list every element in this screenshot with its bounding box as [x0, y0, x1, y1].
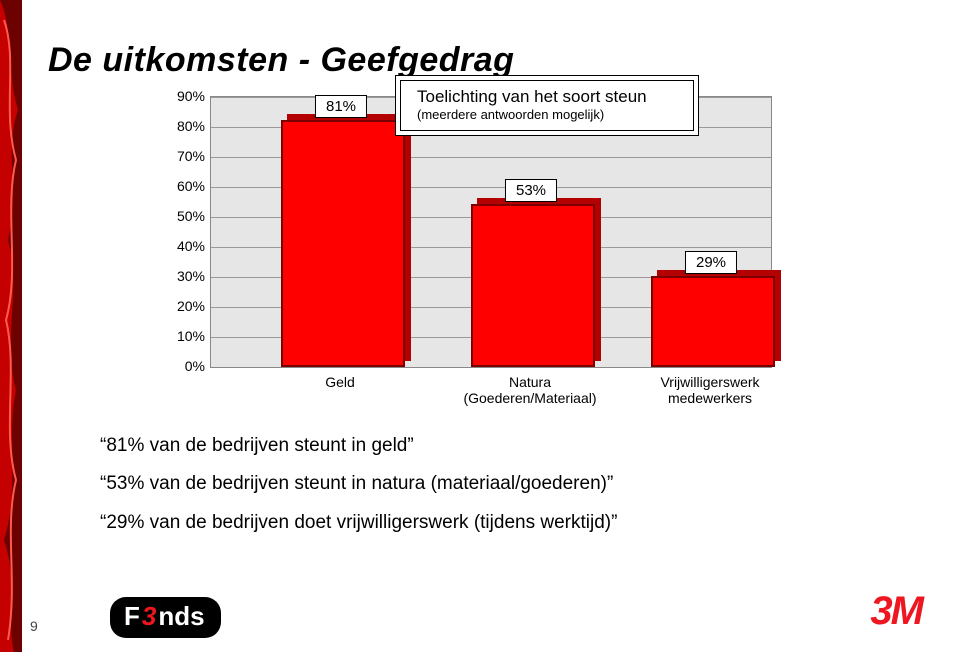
- y-tick-label: 90%: [150, 88, 205, 104]
- badge-number-3: 3: [140, 601, 158, 631]
- y-tick-label: 0%: [150, 358, 205, 374]
- chart-legend: Toelichting van het soort steun (meerder…: [400, 80, 694, 131]
- quote-block: “81% van de bedrijven steunt in geld” “5…: [100, 430, 617, 545]
- logo-3m-text: 3M: [870, 589, 922, 633]
- plot-area: 81% 53% 29%: [210, 96, 772, 368]
- quote-line: “29% van de bedrijven doet vrijwilligers…: [100, 507, 617, 539]
- fonds-badge: F3nds: [110, 597, 221, 638]
- quote-line: “81% van de bedrijven steunt in geld”: [100, 430, 617, 462]
- bar-chart: 0%10%20%30%40%50%60%70%80%90% 81%53%29% …: [150, 86, 790, 416]
- y-tick-label: 80%: [150, 118, 205, 134]
- y-tick-label: 50%: [150, 208, 205, 224]
- bar-value-label: 53%: [505, 179, 557, 202]
- bar-rect: [471, 204, 595, 367]
- bar-rect: [651, 276, 775, 367]
- y-tick-label: 20%: [150, 298, 205, 314]
- y-tick-label: 70%: [150, 148, 205, 164]
- bar-value-label: 29%: [685, 251, 737, 274]
- legend-title: Toelichting van het soort steun: [417, 87, 677, 107]
- legend-subtitle: (meerdere antwoorden mogelijk): [417, 107, 677, 122]
- bar-value-label: 81%: [315, 95, 367, 118]
- quote-line: “53% van de bedrijven steunt in natura (…: [100, 468, 617, 500]
- bar-rect: [281, 120, 405, 367]
- x-tick-label: Natura (Goederen/Materiaal): [445, 374, 615, 406]
- slide-title: De uitkomsten - Geefgedrag: [48, 41, 514, 80]
- bar: 29%: [651, 280, 771, 367]
- y-tick-label: 40%: [150, 238, 205, 254]
- x-tick-label: Geld: [255, 374, 425, 390]
- bar: 81%: [281, 124, 401, 367]
- page-number: 9: [30, 618, 38, 634]
- x-tick-label: Vrijwilligerswerk medewerkers: [625, 374, 795, 406]
- y-tick-label: 30%: [150, 268, 205, 284]
- badge-letters-nds: nds: [158, 601, 204, 631]
- brand-logo-3m: 3M: [870, 589, 922, 634]
- strip-svg: [0, 0, 22, 652]
- y-tick-label: 60%: [150, 178, 205, 194]
- badge-letter-f: F: [124, 601, 140, 631]
- y-tick-label: 10%: [150, 328, 205, 344]
- left-texture-strip: [0, 0, 22, 652]
- bar: 53%: [471, 208, 591, 367]
